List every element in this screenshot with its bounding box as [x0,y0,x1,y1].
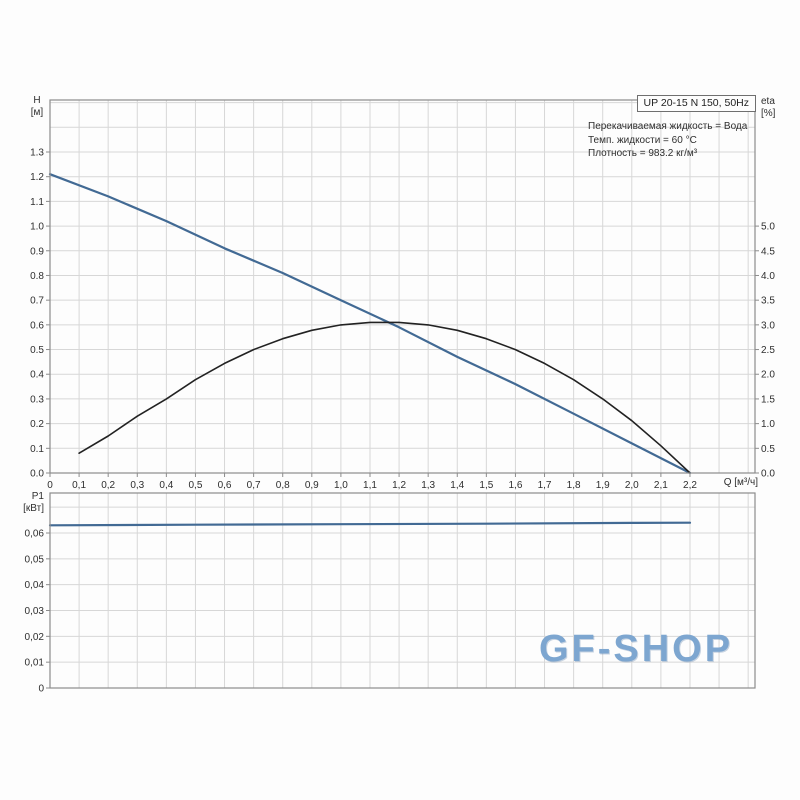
x-tick-label: 0,3 [130,480,144,491]
eta-tick-label: 4.5 [761,246,775,257]
h-tick-label: 0.2 [30,419,44,430]
x-tick-label: 0,6 [218,480,232,491]
p1-tick-label: 0,01 [25,658,45,669]
eta-tick-label: 0.0 [761,469,775,480]
x-tick-label: 0,9 [305,480,319,491]
x-tick-label: 0 [47,480,53,491]
x-tick-label: 1,6 [508,480,522,491]
chart-border [49,99,756,474]
eta-tick-label: 2.0 [761,370,775,381]
x-tick-label: 2,1 [654,480,668,491]
x-tick-label: 0,1 [72,480,86,491]
fluid-info-line: Темп. жидкости = 60 °C [588,134,697,146]
x-tick-label: 0,7 [247,480,261,491]
h-curve [48,173,692,475]
head-axis-label-line1: H [33,95,41,106]
fluid-info-line: Перекачиваемая жидкость = Вода [588,121,748,132]
x-tick-label: 1,9 [596,480,610,491]
x-tick-label: 1,7 [538,480,552,491]
h-tick-label: 0.1 [30,444,44,455]
eta-axis-label-line1: eta [761,96,775,107]
p1-tick-label: 0,06 [25,529,45,540]
x-tick-label: 1,8 [567,480,581,491]
power-axis-label-line2: [кВт] [23,503,44,514]
x-tick-label: 0,4 [159,480,173,491]
p1-curve [48,521,692,527]
fluid-info-block: Перекачиваемая жидкость = Вода Темп. жид… [588,120,747,161]
x-tick-label: 1,1 [363,480,377,491]
h-tick-label: 0.9 [30,246,44,257]
eta-tick-label: 3.0 [761,320,775,331]
pump-model-label: UP 20-15 N 150, 50Hz [636,95,756,112]
eta-tick-label: 3.5 [761,296,775,307]
flow-axis-label: Q [м³/ч] [723,477,758,488]
head-axis-label: H [м] [20,95,54,119]
x-tick-label: 1,5 [479,480,493,491]
x-tick-label: 1,0 [334,480,348,491]
x-tick-label: 0,5 [188,480,202,491]
eta-tick-label: 2.5 [761,345,775,356]
h-tick-label: 0.7 [30,296,44,307]
fluid-info-line: Плотность = 983.2 кг/м³ [588,148,698,159]
eta-tick-label: 5.0 [761,222,775,233]
h-tick-label: 1.1 [30,197,44,208]
x-tick-label: 0,2 [101,480,115,491]
eta-tick-label: 1.5 [761,394,775,405]
p1-tick-label: 0 [38,684,44,695]
eta-tick-label: 4.0 [761,271,775,282]
h-tick-label: 1.2 [30,172,44,183]
power-axis-label-line1: P1 [31,491,44,502]
x-tick-label: 2,2 [683,480,697,491]
head-axis-label-line2: [м] [30,107,44,118]
h-tick-label: 1.0 [30,222,44,233]
x-tick-label: 1,4 [450,480,464,491]
h-tick-label: 0.6 [30,320,44,331]
eta-axis-label-line2: [%] [761,108,776,119]
h-tick-label: 0.4 [30,370,44,381]
eta-tick-label: 1.0 [761,419,775,430]
eta-axis-label: eta [%] [761,96,775,120]
eta-tick-label: 0.5 [761,444,775,455]
h-tick-label: 0.8 [30,271,44,282]
eta-curve [78,321,691,474]
p1-tick-label: 0,03 [25,606,45,617]
gf-shop-watermark: GF-SHOP [538,628,734,670]
x-tick-label: 1,3 [421,480,435,491]
power-axis-label: P1 [кВт] [12,491,44,515]
h-tick-label: 1.3 [30,148,44,159]
h-tick-label: 0.5 [30,345,44,356]
h-tick-label: 0.3 [30,394,44,405]
p1-tick-label: 0,02 [25,632,45,643]
x-tick-label: 1,2 [392,480,406,491]
h-tick-label: 0.0 [30,469,44,480]
x-tick-label: 0,8 [276,480,290,491]
p1-tick-label: 0,04 [25,580,45,591]
p1-tick-label: 0,05 [25,554,45,565]
x-tick-label: 2,0 [625,480,639,491]
chart-border [49,492,756,689]
